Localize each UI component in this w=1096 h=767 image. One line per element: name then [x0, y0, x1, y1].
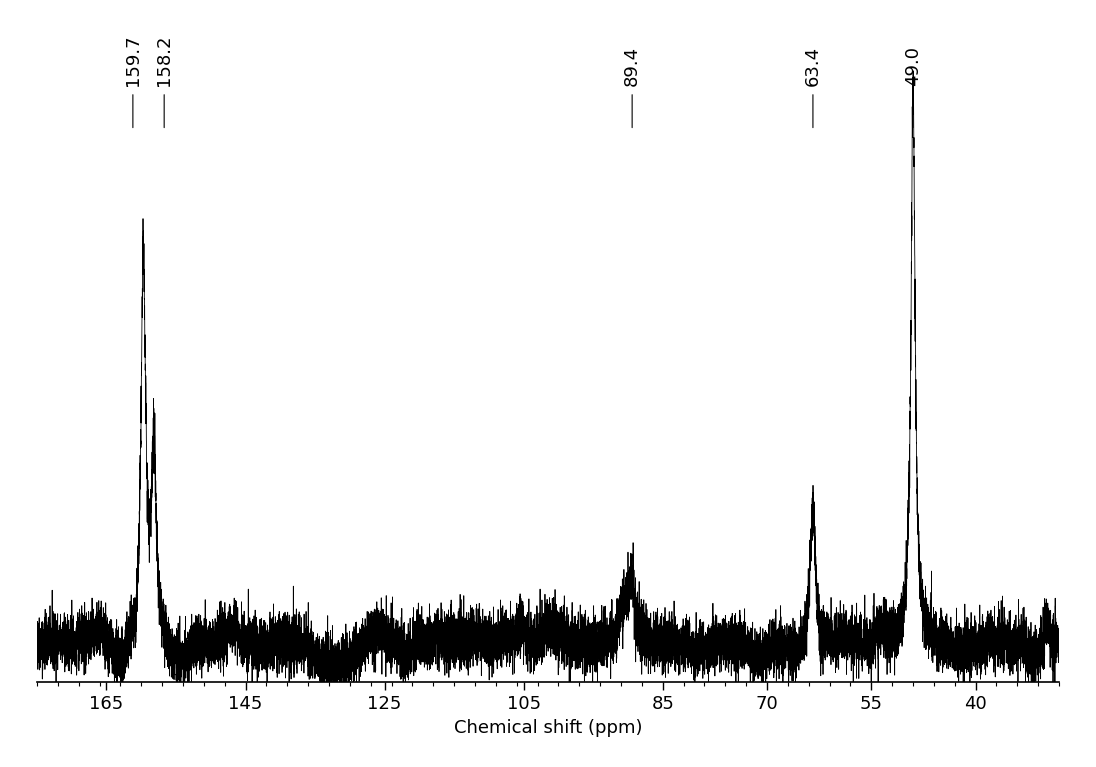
- X-axis label: Chemical shift (ppm): Chemical shift (ppm): [454, 719, 642, 736]
- Text: 89.4: 89.4: [624, 45, 641, 85]
- Text: 158.2: 158.2: [156, 34, 173, 85]
- Text: 63.4: 63.4: [804, 45, 822, 85]
- Text: 49.0: 49.0: [904, 45, 922, 85]
- Text: 159.7: 159.7: [124, 34, 141, 85]
